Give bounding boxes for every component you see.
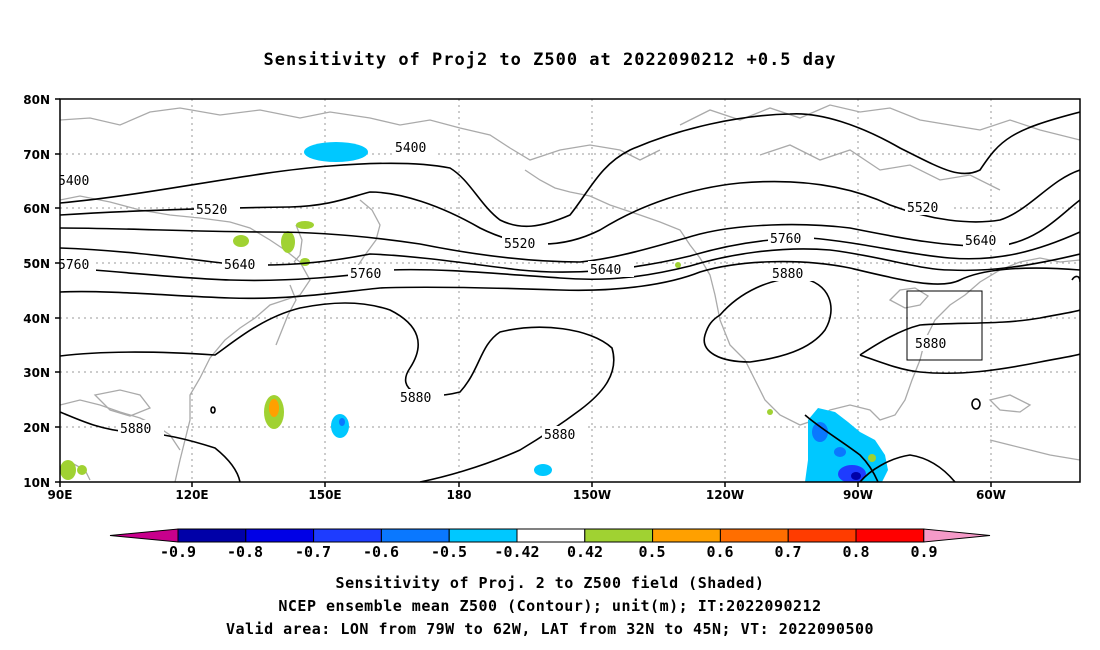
lon-label: 60W bbox=[976, 488, 1006, 502]
colorbar-label: 0.6 bbox=[706, 543, 733, 561]
colorbar-label: -0.9 bbox=[160, 543, 196, 561]
contour-label: 5880 bbox=[772, 267, 803, 282]
contour-label: 5520 bbox=[196, 203, 227, 218]
contour-label: 5760 bbox=[350, 267, 381, 282]
caption-shading: Sensitivity of Proj. 2 to Z500 field (Sh… bbox=[335, 574, 765, 592]
lon-label: 120W bbox=[706, 488, 744, 502]
contour-label: 5400 bbox=[395, 141, 426, 156]
caption-valid-area: Valid area: LON from 79W to 62W, LAT fro… bbox=[225, 620, 875, 638]
lat-label: 10N bbox=[23, 476, 50, 490]
lon-axis: 90E 120E 150E 180 150W 120W 90W 60W bbox=[48, 482, 1006, 502]
caption-contour: NCEP ensemble mean Z500 (Contour); unit(… bbox=[278, 597, 822, 615]
contour-label: 5400 bbox=[58, 174, 89, 189]
lon-label: 120E bbox=[175, 488, 208, 502]
colorbar-swatch bbox=[584, 528, 654, 543]
contour-label: 5520 bbox=[504, 237, 535, 252]
lat-label: 80N bbox=[23, 93, 50, 107]
colorbar-label: 0.8 bbox=[842, 543, 869, 561]
colorbar-label: -0.6 bbox=[363, 543, 399, 561]
colorbar-label: 0.7 bbox=[774, 543, 801, 561]
lon-label: 180 bbox=[446, 488, 471, 502]
contour-label: 5880 bbox=[915, 337, 946, 352]
colorbar-swatch bbox=[652, 528, 721, 543]
colorbar-high-arrow bbox=[923, 528, 991, 543]
contour-label: 5520 bbox=[907, 201, 938, 216]
sensitivity-shading bbox=[60, 142, 888, 482]
colorbar-label: -0.5 bbox=[431, 543, 467, 561]
colorbar-swatch bbox=[245, 528, 315, 543]
colorbar-swatch bbox=[855, 528, 925, 543]
colorbar-swatch bbox=[177, 528, 247, 543]
contour-labels: 5400 5400 5520 5520 5520 5640 5640 5640 … bbox=[58, 139, 1009, 443]
lat-label: 50N bbox=[23, 257, 50, 271]
lat-label: 30N bbox=[23, 366, 50, 380]
contour-label: 5760 bbox=[770, 232, 801, 247]
colorbar-swatch bbox=[380, 528, 450, 543]
colorbar-label: 0.5 bbox=[638, 543, 665, 561]
colorbar-swatch bbox=[448, 528, 518, 543]
colorbar-swatch bbox=[787, 528, 857, 543]
lon-label: 150E bbox=[308, 488, 341, 502]
colorbar-swatch bbox=[516, 528, 586, 543]
lat-label: 60N bbox=[23, 202, 50, 216]
plot-frame bbox=[59, 98, 1081, 483]
colorbar bbox=[109, 528, 991, 543]
colorbar-label: -0.8 bbox=[227, 543, 263, 561]
lon-label: 90W bbox=[843, 488, 873, 502]
contour-label: 5640 bbox=[224, 258, 255, 273]
lat-label: 20N bbox=[23, 421, 50, 435]
map-title: Sensitivity of Proj2 to Z500 at 20220902… bbox=[263, 50, 837, 70]
lon-label: 150W bbox=[573, 488, 611, 502]
colorbar-labels: -0.9 -0.8 -0.7 -0.6 -0.5 -0.42 0.42 0.5 … bbox=[160, 543, 938, 561]
contour-label: 5880 bbox=[400, 391, 431, 406]
contour-label: 5880 bbox=[544, 428, 575, 443]
colorbar-label: -0.42 bbox=[494, 543, 539, 561]
contour-label: 5880 bbox=[120, 422, 151, 437]
colorbar-label: 0.42 bbox=[567, 543, 603, 561]
contour-label: 5760 bbox=[58, 258, 89, 273]
lat-axis: 80N 70N 60N 50N 40N 30N 20N 10N bbox=[23, 93, 60, 490]
contour-label: 5640 bbox=[590, 263, 621, 278]
colorbar-low-arrow bbox=[109, 528, 179, 543]
valid-area-box bbox=[906, 290, 983, 361]
lat-label: 70N bbox=[23, 148, 50, 162]
colorbar-swatch bbox=[719, 528, 789, 543]
colorbar-swatch bbox=[313, 528, 382, 543]
contour-label: 5640 bbox=[965, 234, 996, 249]
lon-label: 90E bbox=[48, 488, 73, 502]
colorbar-label: -0.7 bbox=[295, 543, 331, 561]
lat-label: 40N bbox=[23, 312, 50, 326]
colorbar-label: 0.9 bbox=[910, 543, 937, 561]
